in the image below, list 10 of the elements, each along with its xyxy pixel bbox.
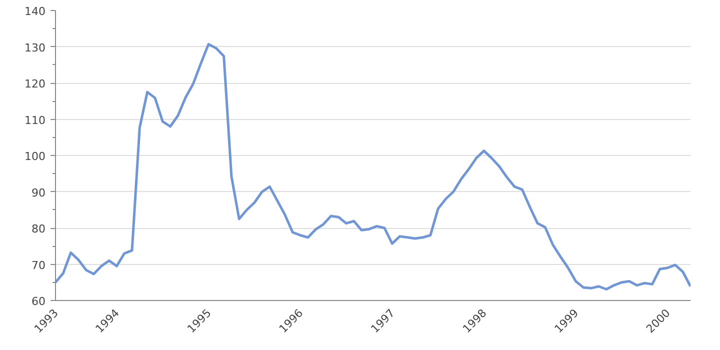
y-tick-label: 120 [24,78,46,90]
y-tick-label: 70 [32,258,46,272]
y-tick-label: 80 [32,222,46,236]
y-tick-label: 130 [24,41,46,54]
line-series [56,42,690,291]
y-tick-label: 90 [32,186,46,200]
y-tick-label: 60 [32,295,46,308]
y-tick-label: 140 [24,5,46,18]
y-tick-label: 100 [24,150,46,163]
y-tick-label: 110 [24,114,46,127]
